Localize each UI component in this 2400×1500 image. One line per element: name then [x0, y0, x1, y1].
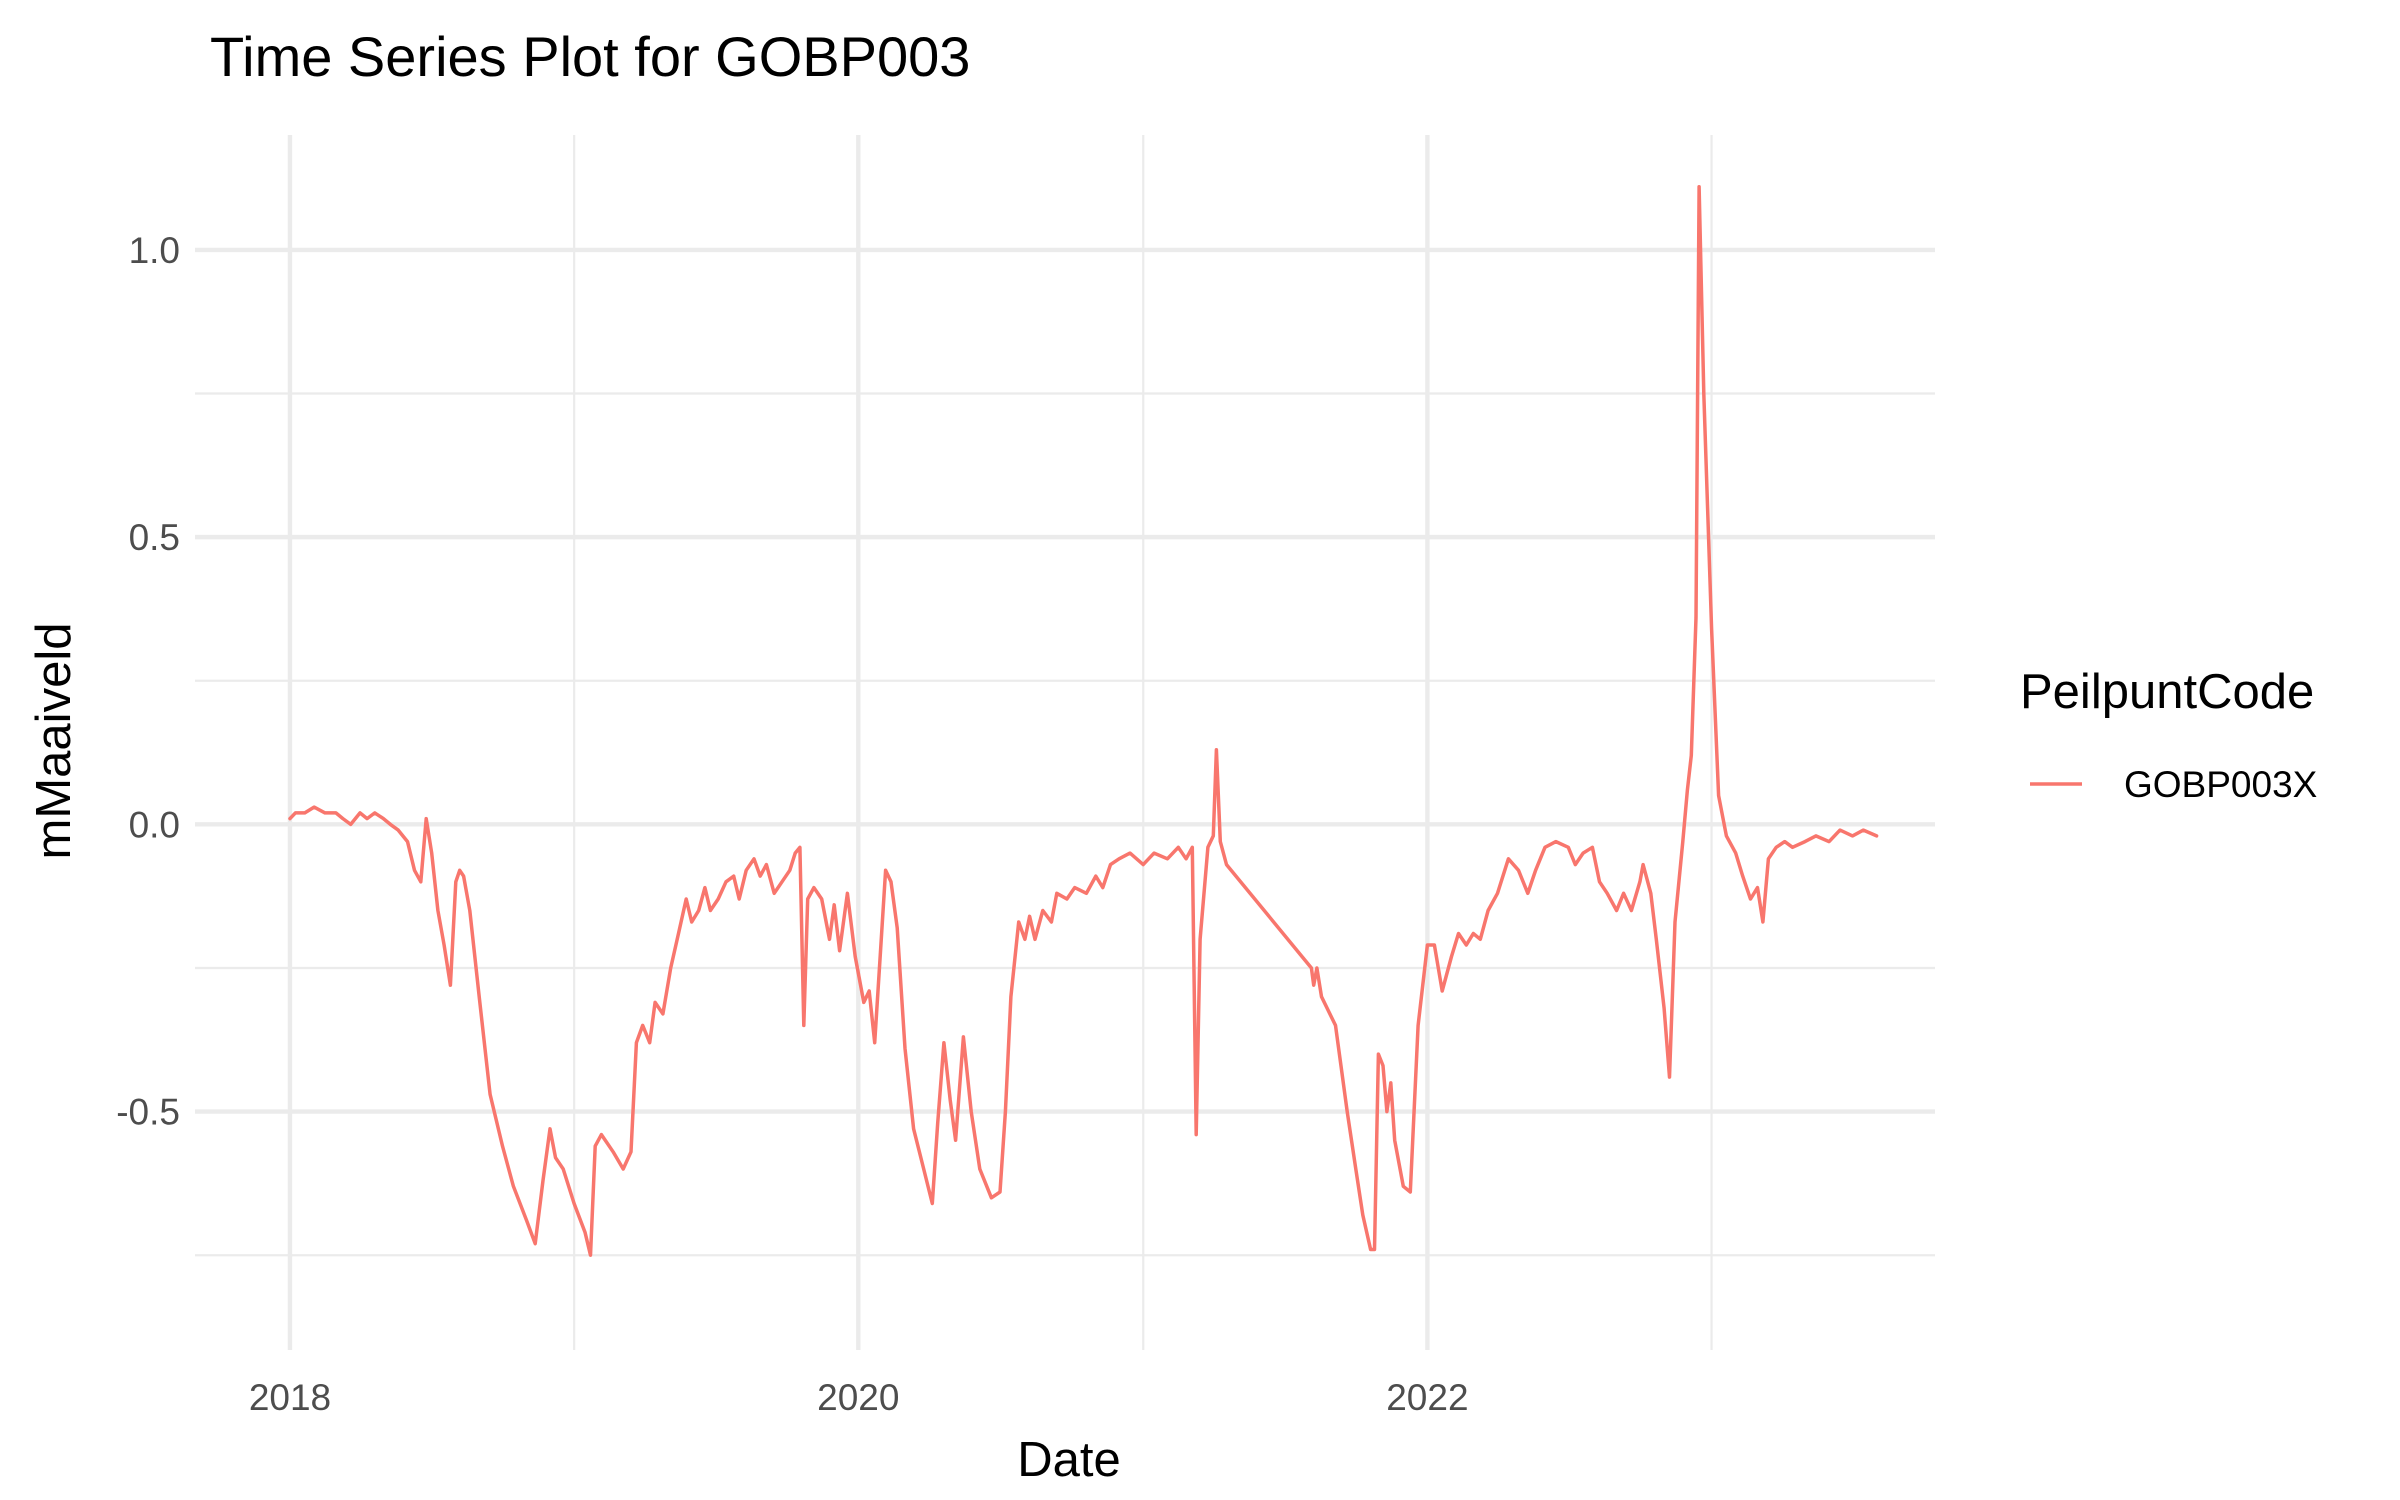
y-tick-label: 0.0	[129, 804, 180, 845]
legend: PeilpuntCode GOBP003X	[2020, 665, 2317, 805]
x-tick-label: 2022	[1386, 1377, 1468, 1418]
grid	[195, 135, 1935, 1350]
x-tick-label: 2018	[249, 1377, 331, 1418]
legend-label-gobp003x: GOBP003X	[2124, 764, 2317, 805]
y-axis-ticks: 1.0 0.5 0.0 -0.5	[116, 230, 180, 1133]
chart-title: Time Series Plot for GOBP003	[210, 25, 970, 88]
y-tick-label: 1.0	[129, 230, 180, 271]
x-axis-ticks: 2018 2020 2022	[249, 1377, 1469, 1418]
series-layer	[288, 184, 1879, 1257]
y-tick-label: -0.5	[116, 1092, 180, 1133]
y-tick-label: 0.5	[129, 517, 180, 558]
legend-title: PeilpuntCode	[2020, 665, 2314, 719]
x-tick-label: 2020	[817, 1377, 899, 1418]
series-line-gobp003x	[288, 184, 1879, 1257]
y-axis-title: mMaaiveld	[27, 623, 81, 860]
x-axis-title: Date	[1017, 1433, 1121, 1487]
